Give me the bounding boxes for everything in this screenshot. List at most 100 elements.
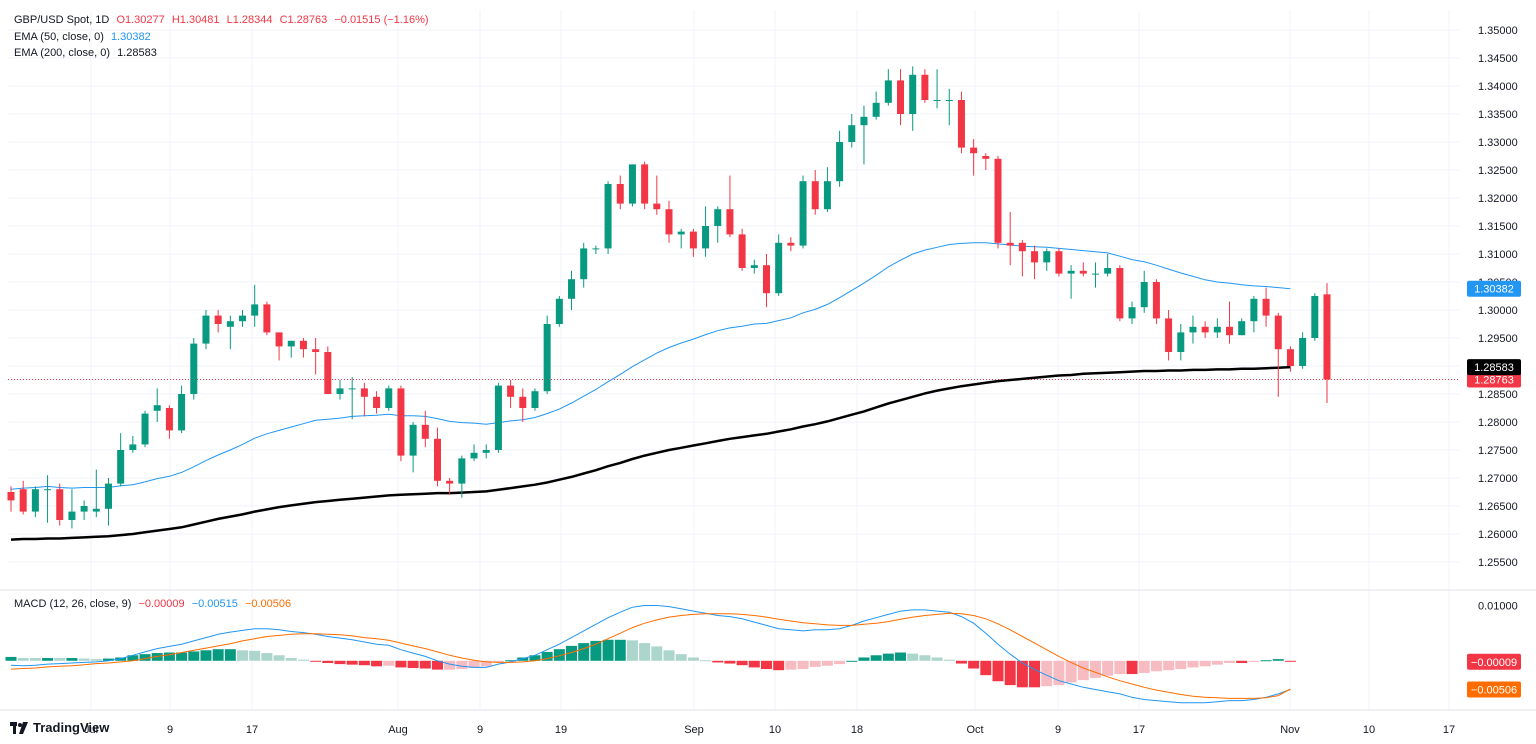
candle [641,161,649,210]
macd-histogram-bar [785,660,797,670]
macd-histogram-bar [322,660,334,663]
brand-name: TradingView [33,720,110,735]
candle-body [1311,296,1319,338]
candle [275,332,283,361]
macd-histogram-bar [1029,660,1041,688]
y-tick-label: 1.27500 [1478,445,1518,457]
y-tick-label: 1.33500 [1478,109,1518,121]
candle-body [714,209,722,226]
candle [190,338,198,400]
candle-body [1274,315,1282,350]
macd-histogram-bar [1199,660,1211,667]
candle-body [823,181,831,210]
ema200-price-tag: 1.28583 [1467,359,1521,376]
candle [1055,248,1063,277]
candle-body [726,209,734,235]
macd-histogram-bar [237,650,249,661]
candle [397,385,405,462]
ema50-layer [10,242,1291,490]
candle-body [1213,326,1221,333]
candle [872,91,880,120]
candle-body [957,100,965,148]
candle [738,228,746,271]
candle-body [1323,294,1331,380]
ema200-price-tag-bg [1467,359,1521,376]
candle [1213,318,1221,338]
macd-histogram-bar [151,653,163,661]
candle [226,315,234,350]
candle-body [1189,326,1197,333]
ema50-line [10,242,1291,490]
macd-histogram-bar [870,655,882,661]
macd-histogram-bar [163,652,175,661]
candle [799,175,807,249]
candle-body [226,321,234,327]
candle-body [470,452,478,459]
candle [202,310,210,350]
candle-body [19,489,27,512]
tradingview-brand[interactable]: TradingView [10,720,109,735]
candle-body [1250,298,1258,322]
candle [1116,265,1124,322]
y-tick-label: 1.28000 [1478,417,1518,429]
macd-histogram-bar [675,654,687,661]
macd-histogram-bar [614,639,626,661]
macd-histogram-bar [66,658,78,661]
legend-ema200-label: EMA (200, close, 0) [14,47,110,59]
macd-histogram-bar [992,660,1004,682]
candle-body [994,158,1002,243]
candle [543,315,551,394]
candle [580,242,588,288]
candle-body [1018,242,1026,252]
macd-histogram-bar [1114,660,1126,675]
y-tick-label: 1.32000 [1478,193,1518,205]
macd-histogram-bar [651,646,663,661]
x-tick-label: 9 [477,724,483,736]
macd-histogram-bar [102,658,114,661]
candle [933,69,941,109]
macd-histogram-bar [54,658,66,661]
legend-close: C1.28763 [279,14,328,26]
y-tick-label: 1.26500 [1478,501,1518,513]
legend-macd-hist: −0.00009 [138,598,185,610]
candle-body [385,388,393,408]
candle [348,377,356,420]
macd-histogram-bar [919,655,931,661]
candle-body [44,489,52,491]
candle-body [507,385,515,397]
legend-macd-label: MACD (12, 26, close, 9) [14,598,132,610]
candle-body [153,405,161,411]
candle [287,340,295,358]
candle [92,469,100,518]
candle-body [287,340,295,347]
candle-body [80,506,88,512]
candle-body [104,483,112,509]
candle [153,388,161,422]
macd-histogram-bar [456,660,468,670]
candle [141,410,149,448]
candle [299,338,307,358]
y-tick-label: 1.34000 [1478,81,1518,93]
candle-body [580,248,588,280]
candle [1018,240,1026,277]
legend-ohlc: GBP/USD Spot, 1D O1.30277 H1.30481 L1.28… [14,14,433,26]
candle [482,444,490,459]
candle-body [762,265,770,294]
candle-body [665,209,673,235]
x-tick-label: 17 [1443,724,1455,736]
candle [312,338,320,375]
macd-hist-tag-bg [1467,653,1521,670]
macd-panel [5,605,1296,704]
macd-histogram-bar [760,660,772,670]
candle [860,105,868,165]
candle [762,254,770,308]
candle-body [1177,332,1185,352]
macd-histogram-bar [1150,660,1162,672]
candle-body [165,408,173,431]
candle-body [421,424,429,439]
macd-histogram-bar [736,660,748,666]
macd-histogram-bar [907,653,919,661]
axes: 1.35000 1.34500 1.34000 1.33500 1.33000 1.325… [84,25,1518,736]
candle-body [568,279,576,299]
macd-histogram-bar [590,640,602,661]
